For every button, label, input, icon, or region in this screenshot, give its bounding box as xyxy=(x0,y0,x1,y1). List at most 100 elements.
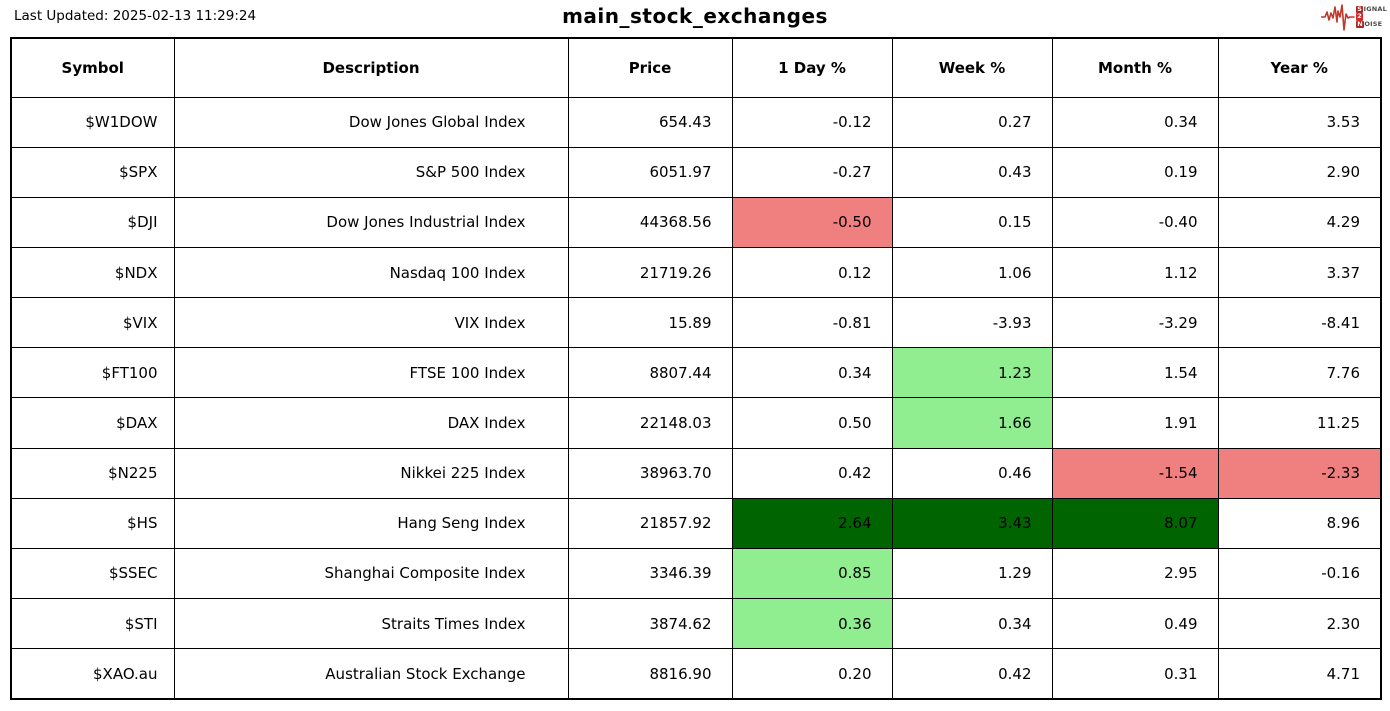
week-pct-cell: 0.27 xyxy=(891,96,1053,148)
month-pct-cell: -1.54 xyxy=(1051,447,1219,499)
description-cell: Shanghai Composite Index xyxy=(173,547,569,600)
year-pct-cell: -8.41 xyxy=(1217,297,1382,349)
signal2noise-logo: S IGNAL 2 N OISE xyxy=(1321,2,1387,32)
symbol-cell: $SPX xyxy=(10,146,175,198)
year-pct-cell: 8.96 xyxy=(1217,497,1382,549)
logo-line-noise: N OISE xyxy=(1356,19,1383,29)
day-pct-cell: 0.85 xyxy=(731,547,893,600)
stock-exchanges-table: Symbol Description Price 1 Day % Week % Month… xyxy=(10,37,1382,700)
symbol-cell: $FT100 xyxy=(10,347,175,399)
month-pct-cell: -0.40 xyxy=(1051,196,1219,248)
month-pct-cell: 0.49 xyxy=(1051,598,1219,650)
table-row: $FT100 FTSE 100 Index 8807.44 0.34 1.23 1.54 7… xyxy=(10,347,1382,399)
week-pct-cell: 1.23 xyxy=(891,347,1053,399)
logo-line-signal: S IGNAL xyxy=(1356,4,1387,14)
column-header: Week % xyxy=(891,37,1053,98)
description-cell: Dow Jones Global Index xyxy=(173,96,569,148)
column-header: Description xyxy=(173,37,569,98)
symbol-cell: $NDX xyxy=(10,246,175,299)
price-cell: 38963.70 xyxy=(567,447,733,499)
week-pct-cell: 0.15 xyxy=(891,196,1053,248)
description-cell: VIX Index xyxy=(173,297,569,349)
day-pct-cell: -0.12 xyxy=(731,96,893,148)
table-row: $DJI Dow Jones Industrial Index 44368.56 -0… xyxy=(10,196,1382,248)
description-cell: S&P 500 Index xyxy=(173,146,569,198)
table-row: $XAO.au Australian Stock Exchange 8816.90 0… xyxy=(10,648,1382,700)
day-pct-cell: -0.27 xyxy=(731,146,893,198)
price-cell: 654.43 xyxy=(567,96,733,148)
year-pct-cell: 3.37 xyxy=(1217,246,1382,299)
symbol-cell: $N225 xyxy=(10,447,175,499)
symbol-cell: $STI xyxy=(10,598,175,650)
day-pct-cell: 0.36 xyxy=(731,598,893,650)
price-cell: 21857.92 xyxy=(567,497,733,549)
symbol-cell: $DJI xyxy=(10,196,175,248)
symbol-cell: $W1DOW xyxy=(10,96,175,148)
month-pct-cell: 8.07 xyxy=(1051,497,1219,549)
table-row: $SSEC Shanghai Composite Index 3346.39 0.85… xyxy=(10,547,1382,600)
logo-letter-2: 2 xyxy=(1356,12,1363,21)
column-header: Symbol xyxy=(10,37,175,98)
week-pct-cell: 0.46 xyxy=(891,447,1053,499)
month-pct-cell: 0.34 xyxy=(1051,96,1219,148)
symbol-cell: $SSEC xyxy=(10,547,175,600)
description-cell: Straits Times Index xyxy=(173,598,569,650)
table-row: $DAX DAX Index 22148.03 0.50 1.66 1.91 11.25 xyxy=(10,397,1382,449)
week-pct-cell: 3.43 xyxy=(891,497,1053,549)
column-header: 1 Day % xyxy=(731,37,893,98)
year-pct-cell: 2.90 xyxy=(1217,146,1382,198)
day-pct-cell: 0.20 xyxy=(731,648,893,700)
table-row: $VIX VIX Index 15.89 -0.81 -3.93 -3.29 -8.41 xyxy=(10,297,1382,349)
week-pct-cell: 0.43 xyxy=(891,146,1053,198)
table-row: $W1DOW Dow Jones Global Index 654.43 -0.12 0… xyxy=(10,96,1382,148)
week-pct-cell: 1.06 xyxy=(891,246,1053,299)
table-row: $STI Straits Times Index 3874.62 0.36 0.34 0.… xyxy=(10,598,1382,650)
week-pct-cell: 1.29 xyxy=(891,547,1053,600)
month-pct-cell: 1.54 xyxy=(1051,347,1219,399)
week-pct-cell: 0.34 xyxy=(891,598,1053,650)
week-pct-cell: 0.42 xyxy=(891,648,1053,700)
table-header: Symbol Description Price 1 Day % Week % Month… xyxy=(10,37,1382,98)
year-pct-cell: 4.71 xyxy=(1217,648,1382,700)
symbol-cell: $HS xyxy=(10,497,175,549)
year-pct-cell: -2.33 xyxy=(1217,447,1382,499)
description-cell: Dow Jones Industrial Index xyxy=(173,196,569,248)
day-pct-cell: -0.81 xyxy=(731,297,893,349)
price-cell: 6051.97 xyxy=(567,146,733,198)
symbol-cell: $DAX xyxy=(10,397,175,449)
logo-wordmark: S IGNAL 2 N OISE xyxy=(1356,4,1387,29)
year-pct-cell: 4.29 xyxy=(1217,196,1382,248)
column-header: Price xyxy=(567,37,733,98)
week-pct-cell: -3.93 xyxy=(891,297,1053,349)
month-pct-cell: 0.31 xyxy=(1051,648,1219,700)
header-row: Symbol Description Price 1 Day % Week % Month… xyxy=(10,37,1382,98)
table-body: $W1DOW Dow Jones Global Index 654.43 -0.12 0… xyxy=(10,96,1382,700)
price-cell: 22148.03 xyxy=(567,397,733,449)
logo-letter-s: S xyxy=(1356,4,1364,14)
description-cell: Australian Stock Exchange xyxy=(173,648,569,700)
price-cell: 21719.26 xyxy=(567,246,733,299)
description-cell: DAX Index xyxy=(173,397,569,449)
month-pct-cell: -3.29 xyxy=(1051,297,1219,349)
day-pct-cell: 0.42 xyxy=(731,447,893,499)
month-pct-cell: 1.12 xyxy=(1051,246,1219,299)
symbol-cell: $XAO.au xyxy=(10,648,175,700)
figure-header: Last Updated: 2025-02-13 11:29:24 main_s… xyxy=(0,0,1390,37)
table-row: $SPX S&P 500 Index 6051.97 -0.27 0.43 0.19 2.9… xyxy=(10,146,1382,198)
day-pct-cell: -0.50 xyxy=(731,196,893,248)
logo-line-2: 2 xyxy=(1356,12,1387,21)
description-cell: Nasdaq 100 Index xyxy=(173,246,569,299)
description-cell: Nikkei 225 Index xyxy=(173,447,569,499)
price-cell: 44368.56 xyxy=(567,196,733,248)
table-row: $HS Hang Seng Index 21857.92 2.64 3.43 8.07 8.… xyxy=(10,497,1382,549)
year-pct-cell: 3.53 xyxy=(1217,96,1382,148)
waveform-icon xyxy=(1321,4,1356,31)
year-pct-cell: 7.76 xyxy=(1217,347,1382,399)
price-cell: 8807.44 xyxy=(567,347,733,399)
symbol-cell: $VIX xyxy=(10,297,175,349)
description-cell: FTSE 100 Index xyxy=(173,347,569,399)
price-cell: 15.89 xyxy=(567,297,733,349)
day-pct-cell: 0.34 xyxy=(731,347,893,399)
last-updated-timestamp: Last Updated: 2025-02-13 11:29:24 xyxy=(14,8,257,24)
week-pct-cell: 1.66 xyxy=(891,397,1053,449)
